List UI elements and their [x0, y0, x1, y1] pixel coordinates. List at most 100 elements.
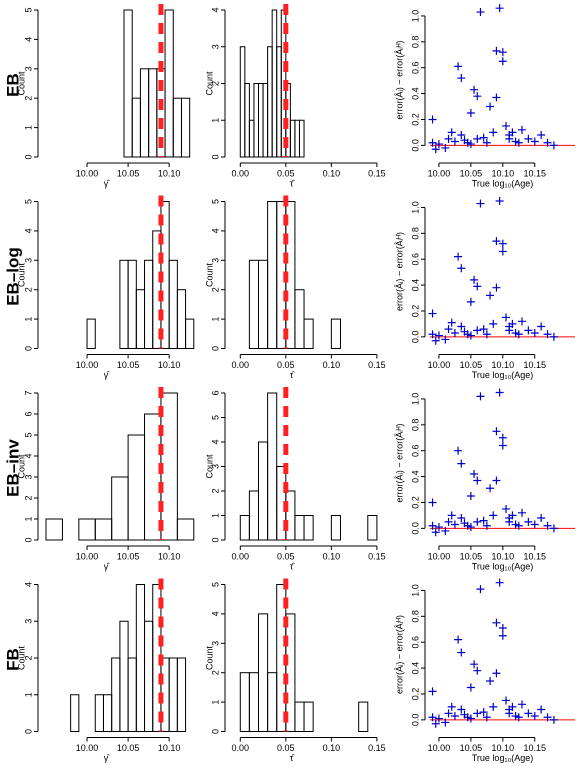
- histogram-bar: [267, 672, 278, 733]
- histogram-bar: [367, 515, 378, 541]
- x-tick-label: 0.05: [277, 168, 295, 178]
- x-tick-label: 0.15: [368, 743, 386, 753]
- scatter-point: [482, 521, 491, 530]
- x-tick-label: 0.00: [232, 168, 250, 178]
- histogram-bar: [135, 584, 146, 732]
- row-label: EB: [3, 73, 22, 97]
- scatter-point: [470, 275, 479, 284]
- y-axis-label: error(Âᵢ) − error(Âᵢᴴ): [394, 615, 404, 694]
- y-tick-label: 4: [210, 611, 220, 616]
- scatter-point: [537, 514, 546, 522]
- y-axis-label: error(Âᵢ) − error(Âᵢᴴ): [394, 232, 404, 311]
- y-tick-label: 0: [210, 154, 220, 159]
- y-tick-label: 5: [210, 415, 220, 420]
- scatter-point: [457, 131, 466, 139]
- x-axis-label: γ̂: [104, 178, 111, 188]
- x-axis-label: True log₁₀(Age): [472, 178, 533, 188]
- scatter-point: [441, 143, 450, 152]
- scatter-point: [508, 511, 517, 520]
- histogram-bar: [248, 259, 259, 349]
- y-tick-label: 2: [210, 81, 220, 86]
- scatter-point: [431, 145, 440, 154]
- scatter-point: [502, 696, 511, 705]
- histogram-bar: [86, 318, 96, 350]
- x-axis-label: True log₁₀(Age): [472, 561, 533, 571]
- scatter-point: [508, 702, 517, 711]
- scatter-point: [457, 705, 466, 714]
- scatter-point: [441, 335, 450, 344]
- histogram-bar: [180, 97, 191, 158]
- x-axis-label: τ̂: [290, 370, 296, 380]
- histogram-bar: [168, 657, 178, 732]
- scatter-point: [444, 709, 453, 718]
- y-tick-label: 0.8: [410, 419, 420, 432]
- scatter-point: [431, 719, 440, 728]
- histogram-bar: [176, 289, 187, 350]
- histogram-bar: [248, 672, 259, 733]
- y-tick-label: 5: [23, 7, 33, 12]
- scatter-point: [530, 711, 539, 720]
- y-tick-label: 6: [210, 390, 220, 395]
- scatter-point: [428, 521, 437, 530]
- scatter-point: [508, 128, 517, 137]
- histogram-bar: [258, 259, 269, 349]
- x-tick-label: 10.10: [158, 360, 181, 370]
- scatter-point: [457, 322, 466, 331]
- scatter-point: [492, 46, 501, 55]
- scatter-point: [457, 74, 466, 83]
- y-tick-label: 3: [210, 641, 220, 646]
- scatter-point: [505, 326, 514, 335]
- histogram-bar: [289, 119, 296, 158]
- scatter-point: [498, 441, 507, 450]
- scatter-point: [492, 427, 501, 436]
- x-tick-label: 10.00: [76, 168, 99, 178]
- scatter-point: [476, 585, 485, 594]
- scatter-point: [466, 331, 475, 340]
- histogram-bar: [164, 9, 174, 158]
- x-tick-label: 0.15: [368, 168, 386, 178]
- scatter-point: [428, 498, 437, 507]
- x-axis-label: γ̂: [104, 561, 111, 571]
- y-tick-label: 0.8: [410, 227, 420, 240]
- x-tick-label: 10.00: [76, 360, 99, 370]
- y-tick-label: 5: [23, 199, 33, 204]
- histogram-bar: [94, 694, 104, 732]
- scatter-point: [530, 328, 539, 337]
- y-tick-label: 0.2: [410, 305, 420, 318]
- x-tick-label: 10.05: [117, 743, 140, 753]
- histogram-bar: [239, 672, 250, 733]
- y-axis-label: Count: [204, 454, 214, 479]
- scatter-point: [489, 702, 498, 711]
- scatter-point: [434, 331, 443, 340]
- y-tick-label: 0.2: [410, 113, 420, 126]
- x-tick-label: 10.00: [428, 360, 451, 370]
- scatter-point: [473, 134, 482, 143]
- scatter-point: [466, 523, 475, 532]
- scatter-point: [441, 718, 450, 727]
- y-tick-label: 0.8: [410, 36, 420, 49]
- scatter-point: [502, 121, 511, 130]
- scatter-point: [514, 713, 523, 722]
- scatter-point: [447, 128, 456, 137]
- y-tick-label: 1: [23, 692, 33, 697]
- scatter-point: [447, 702, 456, 711]
- scatter-point: [473, 326, 482, 335]
- y-tick-label: 3: [210, 258, 220, 263]
- x-tick-label: 10.10: [158, 743, 181, 753]
- histogram-bar: [127, 657, 137, 732]
- histogram-bar: [258, 83, 264, 158]
- histogram-bar: [111, 476, 129, 541]
- histogram-bar: [239, 46, 246, 158]
- y-tick-label: 5: [210, 582, 220, 587]
- scatter-point: [514, 138, 523, 147]
- x-axis-label: True log₁₀(Age): [472, 753, 533, 763]
- scatter-point: [479, 133, 488, 142]
- y-tick-label: 0.0: [410, 522, 420, 535]
- scatter-point: [495, 196, 504, 205]
- y-tick-label: 3: [23, 258, 33, 263]
- scatter-point: [479, 708, 488, 717]
- histogram-bar: [185, 318, 195, 350]
- scatter-point: [498, 48, 507, 57]
- scatter-point: [470, 470, 479, 478]
- x-tick-label: 10.15: [523, 551, 546, 561]
